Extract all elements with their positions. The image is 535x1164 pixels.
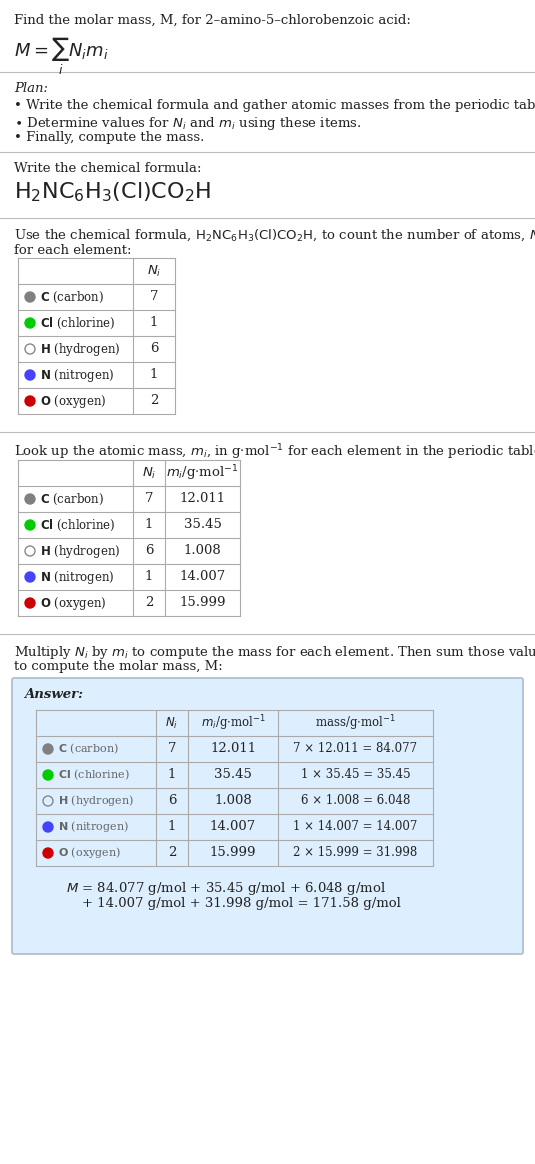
Text: 6: 6 — [145, 545, 153, 558]
Text: $\bf{C}$ (carbon): $\bf{C}$ (carbon) — [40, 491, 104, 506]
Text: Answer:: Answer: — [24, 688, 83, 701]
Text: 1 × 14.007 = 14.007: 1 × 14.007 = 14.007 — [293, 821, 418, 833]
Text: $\rm H_2NC_6H_3(Cl)CO_2H$: $\rm H_2NC_6H_3(Cl)CO_2H$ — [14, 180, 211, 204]
Circle shape — [25, 318, 35, 328]
Text: $M$ = 84.077 g/mol + 35.45 g/mol + 6.048 g/mol: $M$ = 84.077 g/mol + 35.45 g/mol + 6.048… — [66, 880, 386, 897]
Text: 15.999: 15.999 — [179, 596, 226, 610]
Text: 6 × 1.008 = 6.048: 6 × 1.008 = 6.048 — [301, 795, 410, 808]
Text: $\bf{Cl}$ (chlorine): $\bf{Cl}$ (chlorine) — [40, 315, 116, 331]
Circle shape — [25, 370, 35, 379]
Text: 1: 1 — [145, 518, 153, 532]
Text: 1 × 35.45 = 35.45: 1 × 35.45 = 35.45 — [301, 768, 410, 781]
Text: 2 × 15.999 = 31.998: 2 × 15.999 = 31.998 — [293, 846, 418, 859]
Text: 15.999: 15.999 — [210, 846, 256, 859]
Text: $\bf{C}$ (carbon): $\bf{C}$ (carbon) — [58, 741, 119, 757]
Text: $m_i$/g$\cdot$mol$^{-1}$: $m_i$/g$\cdot$mol$^{-1}$ — [201, 714, 265, 733]
Circle shape — [43, 744, 53, 754]
Text: 14.007: 14.007 — [210, 821, 256, 833]
Circle shape — [43, 771, 53, 780]
Text: 14.007: 14.007 — [179, 570, 226, 583]
Text: 1: 1 — [150, 369, 158, 382]
Text: $\bf{Cl}$ (chlorine): $\bf{Cl}$ (chlorine) — [40, 518, 116, 533]
Circle shape — [25, 572, 35, 582]
Text: $M = \sum_i N_i m_i$: $M = \sum_i N_i m_i$ — [14, 36, 109, 77]
Text: 6: 6 — [150, 342, 158, 355]
Text: $\bf{Cl}$ (chlorine): $\bf{Cl}$ (chlorine) — [58, 768, 129, 782]
Text: • Finally, compute the mass.: • Finally, compute the mass. — [14, 132, 204, 144]
Text: 2: 2 — [150, 395, 158, 407]
Text: $\bf{O}$ (oxygen): $\bf{O}$ (oxygen) — [40, 595, 106, 611]
Text: Use the chemical formula, $\rm H_2NC_6H_3(Cl)CO_2H$, to count the number of atom: Use the chemical formula, $\rm H_2NC_6H_… — [14, 228, 535, 243]
Text: $\bf{C}$ (carbon): $\bf{C}$ (carbon) — [40, 290, 104, 305]
Text: 2: 2 — [145, 596, 153, 610]
Circle shape — [25, 520, 35, 530]
Text: 7: 7 — [168, 743, 176, 755]
Circle shape — [25, 494, 35, 504]
Circle shape — [25, 396, 35, 406]
Text: $\bf{H}$ (hydrogen): $\bf{H}$ (hydrogen) — [40, 542, 120, 560]
Text: $\bullet$ Determine values for $N_i$ and $m_i$ using these items.: $\bullet$ Determine values for $N_i$ and… — [14, 115, 362, 132]
Text: + 14.007 g/mol + 31.998 g/mol = 171.58 g/mol: + 14.007 g/mol + 31.998 g/mol = 171.58 g… — [82, 897, 401, 910]
Text: $N_i$: $N_i$ — [142, 466, 156, 481]
Text: 1.008: 1.008 — [184, 545, 221, 558]
Text: Write the chemical formula:: Write the chemical formula: — [14, 162, 202, 175]
Text: mass/g$\cdot$mol$^{-1}$: mass/g$\cdot$mol$^{-1}$ — [315, 714, 396, 733]
Text: 7 × 12.011 = 84.077: 7 × 12.011 = 84.077 — [293, 743, 417, 755]
Text: Look up the atomic mass, $m_i$, in g$\cdot$mol$^{-1}$ for each element in the pe: Look up the atomic mass, $m_i$, in g$\cd… — [14, 442, 535, 462]
Text: 12.011: 12.011 — [210, 743, 256, 755]
Text: 7: 7 — [150, 291, 158, 304]
Text: $\bf{O}$ (oxygen): $\bf{O}$ (oxygen) — [40, 392, 106, 410]
Text: Plan:: Plan: — [14, 81, 48, 95]
Text: Find the molar mass, M, for 2–amino-5–chlorobenzoic acid:: Find the molar mass, M, for 2–amino-5–ch… — [14, 14, 411, 27]
Text: 35.45: 35.45 — [214, 768, 252, 781]
Text: • Write the chemical formula and gather atomic masses from the periodic table.: • Write the chemical formula and gather … — [14, 99, 535, 112]
Circle shape — [25, 598, 35, 608]
FancyBboxPatch shape — [12, 677, 523, 954]
Text: $N_i$: $N_i$ — [147, 263, 161, 278]
Text: 1: 1 — [168, 768, 176, 781]
Text: $\bf{N}$ (nitrogen): $\bf{N}$ (nitrogen) — [40, 367, 114, 383]
Text: $\bf{O}$ (oxygen): $\bf{O}$ (oxygen) — [58, 845, 121, 860]
Text: 2: 2 — [168, 846, 176, 859]
Text: 7: 7 — [145, 492, 153, 505]
Text: $N_i$: $N_i$ — [165, 716, 179, 731]
Text: for each element:: for each element: — [14, 244, 132, 257]
Text: to compute the molar mass, M:: to compute the molar mass, M: — [14, 660, 223, 673]
Text: 12.011: 12.011 — [179, 492, 226, 505]
Circle shape — [25, 292, 35, 301]
Text: 1.008: 1.008 — [214, 795, 252, 808]
Text: Multiply $N_i$ by $m_i$ to compute the mass for each element. Then sum those val: Multiply $N_i$ by $m_i$ to compute the m… — [14, 644, 535, 661]
Text: 1: 1 — [150, 317, 158, 329]
Text: $\bf{N}$ (nitrogen): $\bf{N}$ (nitrogen) — [58, 819, 129, 835]
Circle shape — [43, 822, 53, 832]
Text: $m_i$/g$\cdot$mol$^{-1}$: $m_i$/g$\cdot$mol$^{-1}$ — [166, 463, 239, 483]
Text: 1: 1 — [145, 570, 153, 583]
Text: 6: 6 — [168, 795, 176, 808]
Text: 35.45: 35.45 — [184, 518, 221, 532]
Text: $\bf{H}$ (hydrogen): $\bf{H}$ (hydrogen) — [40, 341, 120, 357]
Circle shape — [43, 849, 53, 858]
Text: $\bf{N}$ (nitrogen): $\bf{N}$ (nitrogen) — [40, 568, 114, 585]
Text: 1: 1 — [168, 821, 176, 833]
Text: $\bf{H}$ (hydrogen): $\bf{H}$ (hydrogen) — [58, 794, 134, 809]
